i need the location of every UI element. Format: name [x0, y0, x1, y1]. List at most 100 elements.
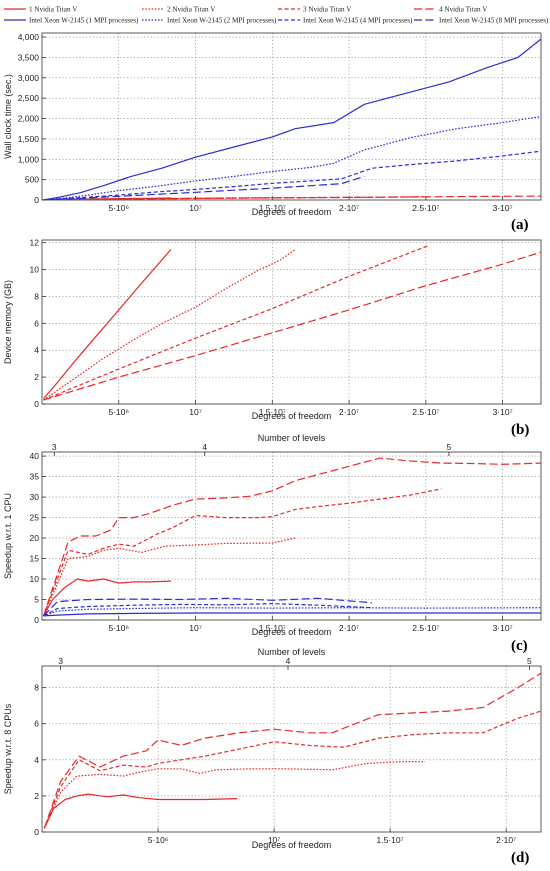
- x2-axis-label: Number of levels: [258, 433, 326, 443]
- y-tick-label: 25: [30, 513, 40, 523]
- x-tick-label: 10⁷: [268, 835, 281, 845]
- y-tick-label: 12: [30, 238, 40, 248]
- x2-axis-label: Number of levels: [258, 647, 326, 657]
- x-tick-label: 10⁷: [189, 407, 202, 417]
- x-tick-label: 10⁷: [189, 623, 202, 633]
- legend-label: 1 Nvidia Titan V: [29, 6, 78, 14]
- x-tick-label: 5·10⁶: [109, 623, 130, 633]
- series-line: [42, 537, 296, 617]
- plot-frame: [41, 32, 542, 201]
- series-line: [43, 115, 541, 200]
- series-line: [43, 672, 541, 829]
- panel-label: (c): [511, 638, 528, 654]
- series-line: [43, 38, 541, 200]
- y-axis-label: Device memory (GB): [3, 280, 13, 364]
- y-tick-label: 10: [30, 265, 40, 275]
- y-axis-label: Speedup w.r.t. 1 CPU: [3, 493, 13, 579]
- series-line: [43, 251, 541, 401]
- chart-panel-d: 5·10⁶ 10⁷ 1.5·10⁷ 2·10⁷ 0 2 4 6 8 3 4 5 Number of le…: [3, 647, 542, 866]
- y-tick-label: 5: [34, 595, 39, 605]
- x-tick-label: 1.5·10⁷: [259, 623, 286, 633]
- x2-tick-label: 3: [52, 442, 57, 452]
- y-tick-label: 4: [34, 345, 39, 355]
- series-group: [43, 244, 541, 401]
- series-line: [42, 578, 172, 617]
- chart-panel-b: 5·10⁶ 10⁷ 1.5·10⁷ 2·10⁷ 2.5·10⁷ 3·10⁷ 0 2 4 6 8 10 1…: [3, 238, 542, 438]
- series-line: [43, 195, 541, 200]
- legend: 1 Nvidia Titan V 2 Nvidia Titan V 3 Nvidia…: [4, 6, 549, 25]
- x-tick-label: 2·10⁷: [496, 835, 516, 845]
- y-tick-label: 2,000: [18, 114, 40, 124]
- x-tick-label: 3·10⁷: [493, 203, 513, 213]
- y-axis-label: Speedup w.r.t. 8 CPUs: [3, 703, 13, 794]
- chart-panel-c: 5·10⁶ 10⁷ 1.5·10⁷ 2·10⁷ 2.5·10⁷ 3·10⁷ 0 5 10 15 20…: [3, 433, 542, 654]
- y-tick-label: 500: [25, 175, 39, 185]
- x-tick-label: 5·10⁶: [109, 203, 130, 213]
- y-tick-label: 6: [34, 318, 39, 328]
- series-line: [42, 488, 442, 617]
- legend-label: 3 Nvidia Titan V: [303, 6, 352, 14]
- x-tick-label: 5·10⁶: [109, 407, 130, 417]
- series-line: [43, 150, 541, 200]
- series-line: [43, 602, 373, 617]
- x2-tick-label: 5: [447, 442, 452, 452]
- series-group: [43, 38, 541, 200]
- series-line: [43, 597, 373, 617]
- series-group: [42, 457, 541, 617]
- x-tick-label: 1.5·10⁷: [377, 835, 404, 845]
- series-line: [43, 612, 541, 617]
- y-tick-label: 3,000: [18, 73, 40, 83]
- x-axis-label: Degrees of freedom: [252, 627, 332, 637]
- y-axis-label: Wall clock time (sec.): [3, 74, 13, 159]
- y-tick-label: 4,000: [18, 32, 40, 42]
- x-axis-label: Degrees of freedom: [252, 840, 332, 850]
- series-line: [43, 760, 425, 829]
- series-line: [43, 793, 238, 829]
- x2-tick-label: 3: [58, 656, 63, 666]
- plot-frame: [41, 665, 542, 833]
- y-tick-label: 35: [30, 472, 40, 482]
- legend-label: Intel Xeon W-2145 (1 MPI processes): [29, 17, 139, 25]
- x-tick-label: 2.5·10⁷: [412, 407, 439, 417]
- y-tick-label: 1,500: [18, 134, 40, 144]
- legend-label: Intel Xeon W-2145 (8 MPI processes): [439, 17, 549, 25]
- y-tick-label: 2: [34, 791, 39, 801]
- y-tick-label: 20: [30, 533, 40, 543]
- series-line: [43, 244, 430, 401]
- y-tick-label: 4: [34, 755, 39, 765]
- series-line: [43, 175, 365, 200]
- y-tick-label: 0: [34, 195, 39, 205]
- series-line: [42, 457, 541, 617]
- panel-label: (a): [511, 217, 529, 233]
- series-line: [43, 248, 296, 401]
- y-tick-label: 0: [34, 615, 39, 625]
- legend-label: Intel Xeon W-2145 (2 MPI processes): [167, 17, 277, 25]
- panel-label: (b): [511, 422, 529, 438]
- x-tick-label: 2.5·10⁷: [412, 203, 439, 213]
- y-tick-label: 6: [34, 719, 39, 729]
- series-group: [43, 672, 541, 829]
- legend-label: Intel Xeon W-2145 (4 MPI processes): [303, 17, 413, 25]
- y-tick-label: 0: [34, 827, 39, 837]
- x-tick-label: 2.5·10⁷: [412, 623, 439, 633]
- series-line: [43, 607, 541, 617]
- y-tick-label: 3,500: [18, 52, 40, 62]
- x-tick-label: 10⁷: [189, 203, 202, 213]
- plot-frame: [41, 451, 542, 621]
- y-tick-label: 2: [34, 372, 39, 382]
- y-tick-label: 8: [34, 683, 39, 693]
- x-tick-label: 1.5·10⁷: [259, 407, 286, 417]
- x-tick-label: 2·10⁷: [339, 407, 359, 417]
- x2-tick-label: 4: [286, 656, 291, 666]
- series-line: [43, 710, 541, 829]
- x-tick-label: 5·10⁶: [148, 835, 169, 845]
- x2-tick-label: 5: [527, 656, 532, 666]
- x-tick-label: 2·10⁷: [339, 203, 359, 213]
- x-tick-label: 3·10⁷: [493, 623, 513, 633]
- legend-label: 2 Nvidia Titan V: [167, 6, 216, 14]
- x2-tick-label: 4: [202, 442, 207, 452]
- y-tick-label: 15: [30, 554, 40, 564]
- x-tick-label: 1.5·10⁷: [259, 203, 286, 213]
- y-tick-label: 1,000: [18, 154, 40, 164]
